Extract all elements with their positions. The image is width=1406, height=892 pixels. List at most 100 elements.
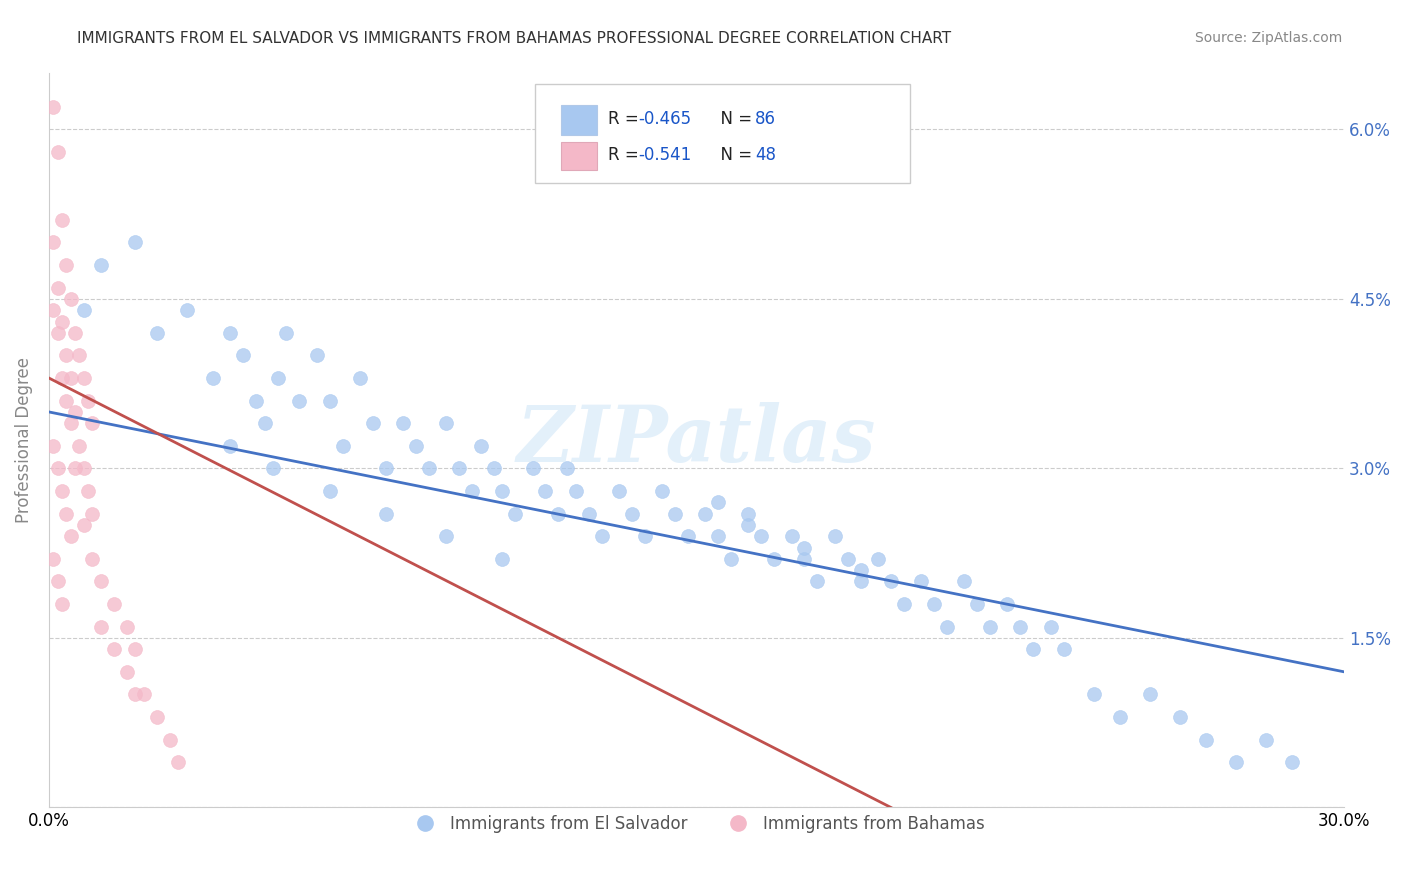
Point — [491, 552, 513, 566]
Point — [202, 371, 225, 385]
Point — [910, 574, 932, 589]
Text: IMMIGRANTS FROM EL SALVADOR VS IMMIGRANTS FROM BAHAMAS PROFESSIONAL DEGREE CORRE: IMMIGRANTS FROM EL SALVADOR VS IMMIGRANT… — [77, 31, 952, 46]
Point — [966, 597, 988, 611]
Point — [55, 348, 77, 362]
FancyBboxPatch shape — [534, 84, 910, 183]
Point — [405, 439, 427, 453]
Point — [555, 461, 578, 475]
Point — [46, 461, 69, 475]
Point — [318, 483, 340, 498]
Point — [651, 483, 673, 498]
Text: -0.465: -0.465 — [638, 111, 692, 128]
Point — [737, 507, 759, 521]
Point — [103, 597, 125, 611]
Point — [46, 145, 69, 159]
Point — [1022, 642, 1045, 657]
Point — [737, 517, 759, 532]
Point — [461, 483, 484, 498]
Point — [349, 371, 371, 385]
Point — [305, 348, 328, 362]
Point — [1039, 620, 1062, 634]
Point — [547, 507, 569, 521]
Point — [361, 416, 384, 430]
Text: 48: 48 — [755, 146, 776, 164]
Point — [55, 393, 77, 408]
Point — [103, 642, 125, 657]
Point — [76, 393, 98, 408]
Point — [1225, 756, 1247, 770]
Point — [90, 258, 112, 272]
Point — [837, 552, 859, 566]
Point — [124, 688, 146, 702]
Point — [55, 258, 77, 272]
Point — [434, 416, 457, 430]
Text: N =: N = — [710, 146, 756, 164]
Point — [1083, 688, 1105, 702]
Point — [159, 732, 181, 747]
Legend: Immigrants from El Salvador, Immigrants from Bahamas: Immigrants from El Salvador, Immigrants … — [402, 808, 991, 839]
Point — [146, 326, 169, 340]
Point — [1010, 620, 1032, 634]
Point — [564, 483, 586, 498]
Point — [253, 416, 276, 430]
Point — [72, 461, 94, 475]
Point — [470, 439, 492, 453]
Point — [491, 483, 513, 498]
Point — [995, 597, 1018, 611]
Point — [76, 483, 98, 498]
Point — [72, 517, 94, 532]
Point — [392, 416, 415, 430]
Point — [146, 710, 169, 724]
Point — [482, 461, 505, 475]
Point — [59, 416, 82, 430]
Point — [1195, 732, 1218, 747]
Point — [288, 393, 311, 408]
Point — [42, 100, 65, 114]
Point — [42, 303, 65, 318]
Point — [115, 665, 138, 679]
Point — [591, 529, 613, 543]
Point — [1052, 642, 1074, 657]
Point — [219, 326, 242, 340]
Point — [793, 552, 815, 566]
Point — [806, 574, 828, 589]
Point — [90, 574, 112, 589]
Y-axis label: Professional Degree: Professional Degree — [15, 357, 32, 524]
Point — [953, 574, 976, 589]
Point — [749, 529, 772, 543]
Point — [267, 371, 290, 385]
Point — [849, 563, 872, 577]
Point — [676, 529, 699, 543]
Point — [82, 507, 104, 521]
Text: Source: ZipAtlas.com: Source: ZipAtlas.com — [1195, 31, 1343, 45]
Point — [63, 326, 86, 340]
Point — [1108, 710, 1130, 724]
Text: ZIPatlas: ZIPatlas — [517, 402, 876, 478]
Point — [374, 461, 396, 475]
Point — [1168, 710, 1191, 724]
Point — [634, 529, 657, 543]
Point — [276, 326, 298, 340]
Point — [793, 541, 815, 555]
Point — [46, 574, 69, 589]
Point — [82, 416, 104, 430]
Point — [418, 461, 440, 475]
Point — [72, 303, 94, 318]
Text: 86: 86 — [755, 111, 776, 128]
Point — [707, 529, 730, 543]
Text: -0.541: -0.541 — [638, 146, 692, 164]
Point — [263, 461, 285, 475]
Point — [67, 348, 90, 362]
Bar — [561, 142, 596, 169]
Point — [503, 507, 526, 521]
Point — [132, 688, 155, 702]
Point — [318, 393, 340, 408]
Text: R =: R = — [609, 146, 644, 164]
Point — [67, 439, 90, 453]
Text: N =: N = — [710, 111, 756, 128]
Point — [1139, 688, 1161, 702]
Point — [922, 597, 945, 611]
Point — [1256, 732, 1278, 747]
Point — [332, 439, 354, 453]
Point — [46, 326, 69, 340]
